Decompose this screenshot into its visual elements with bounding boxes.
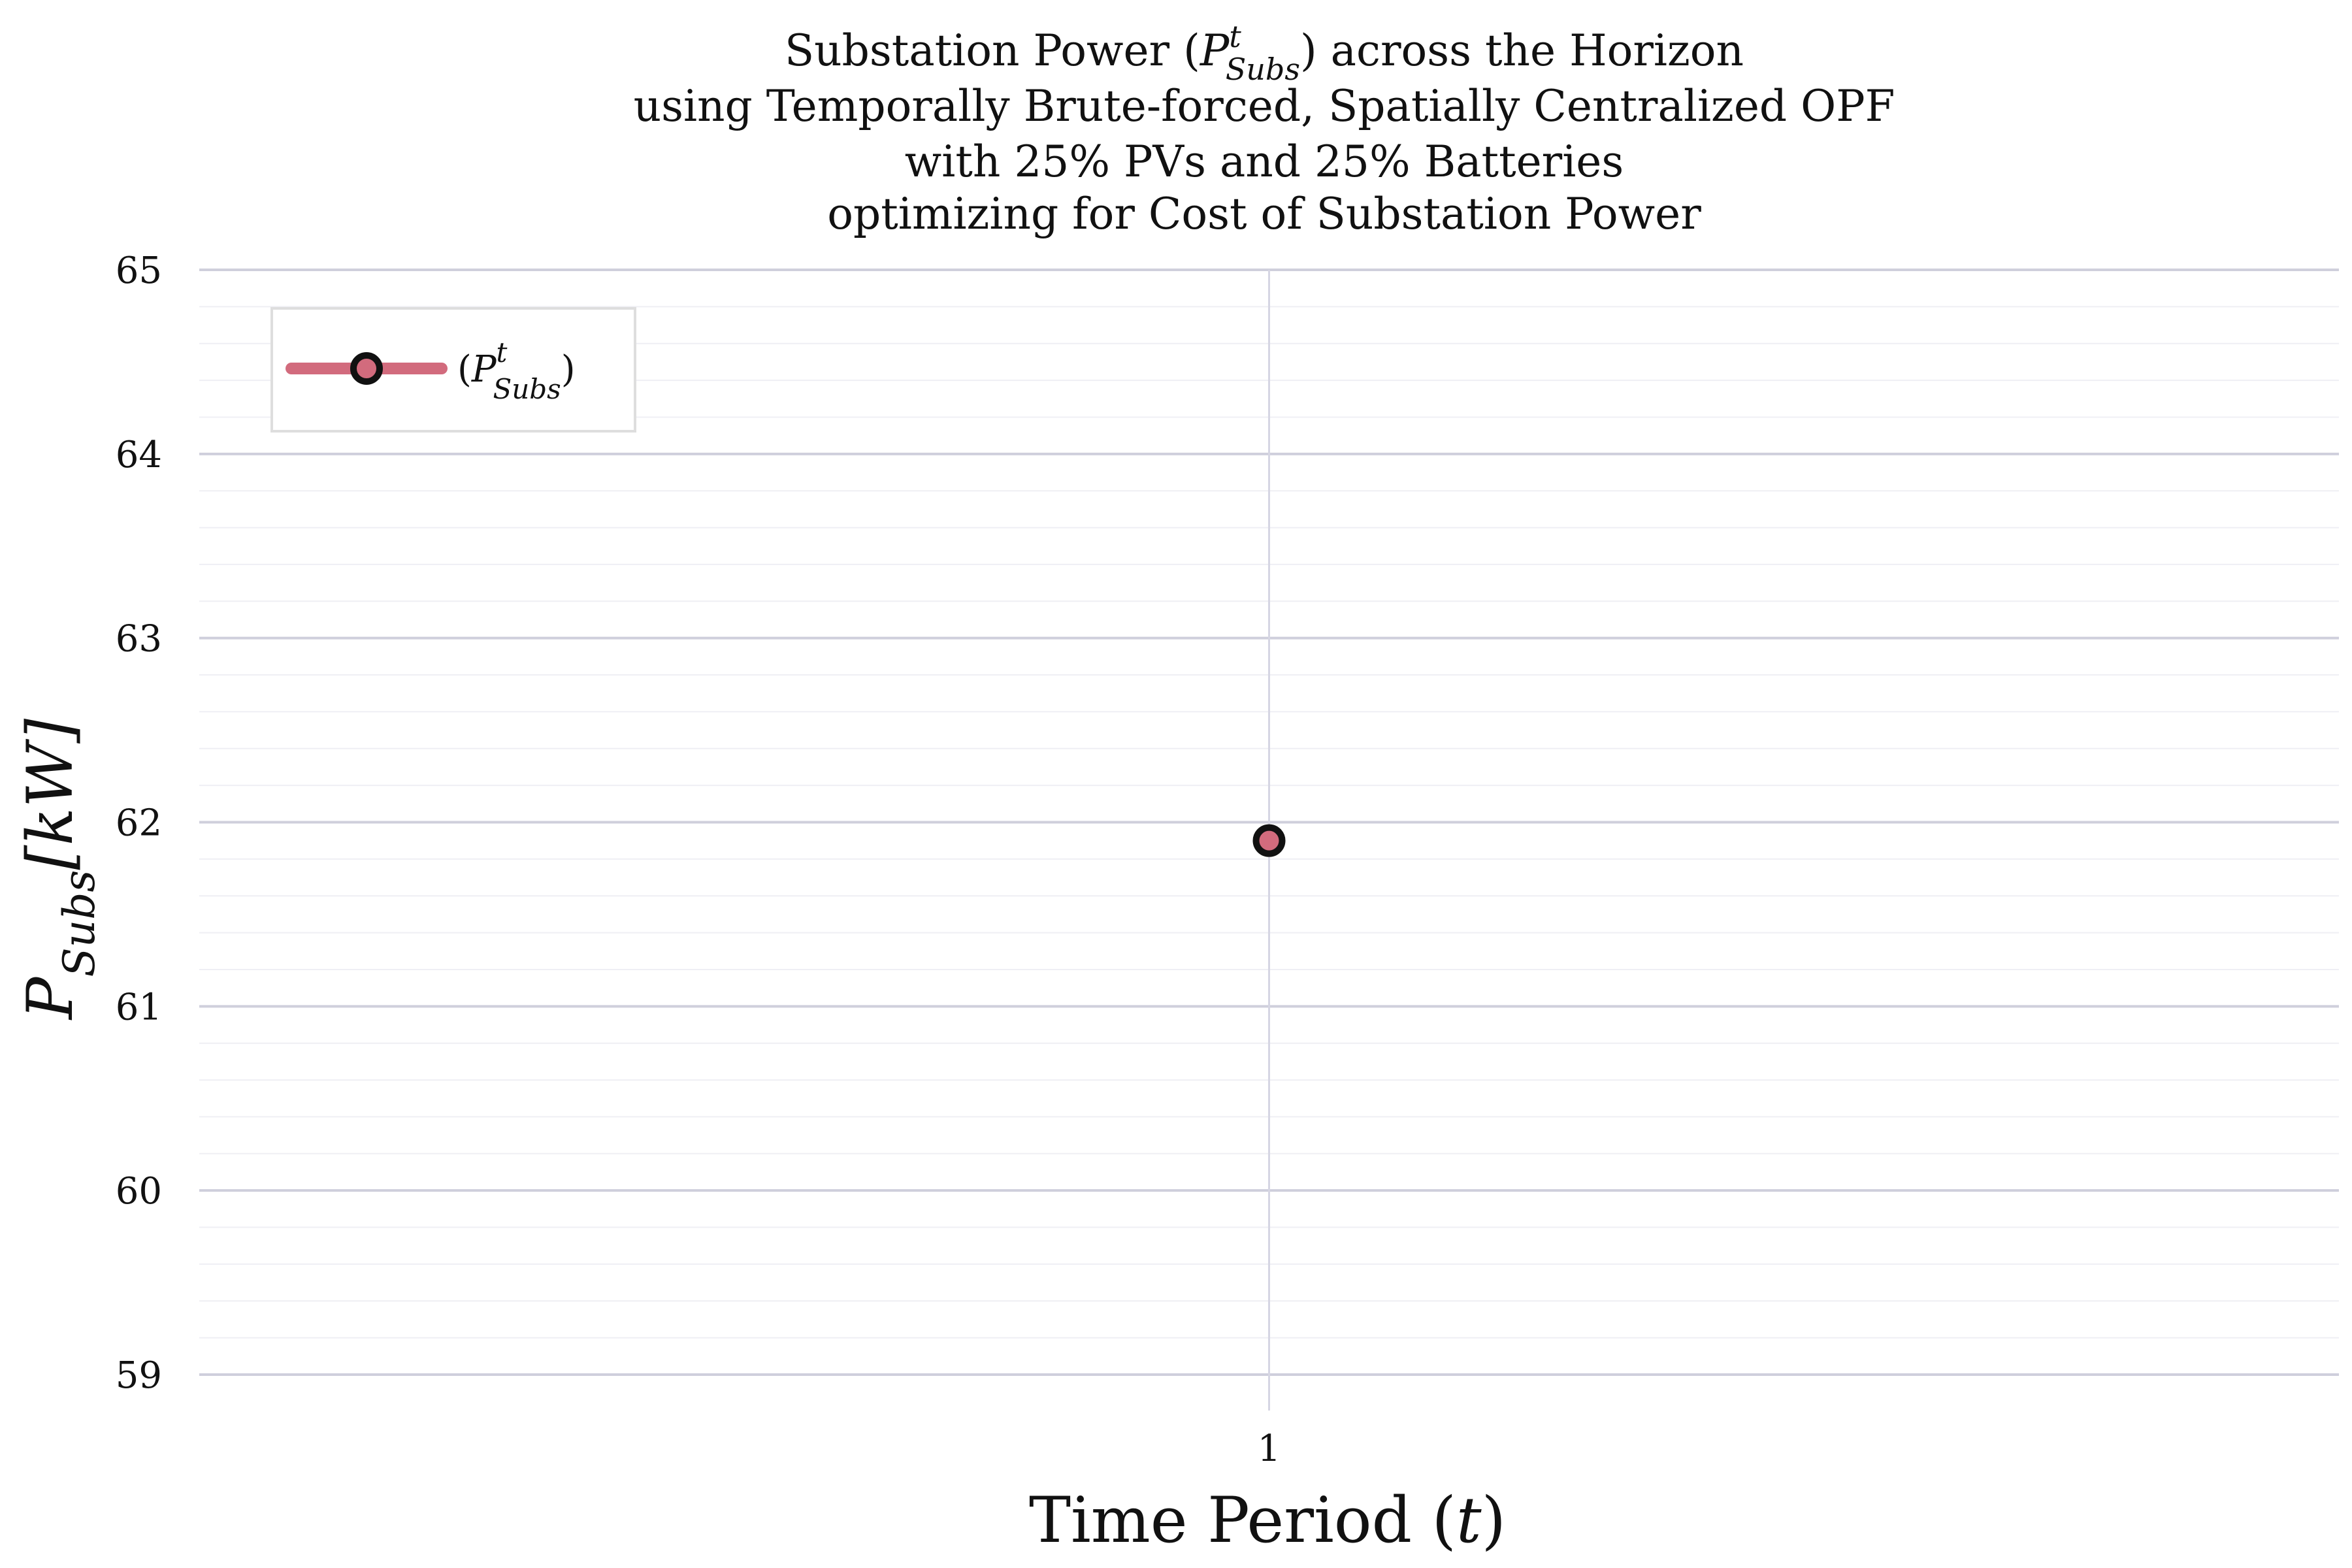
legend-label-symbol: P: [471, 348, 497, 391]
legend-marker-sample: [350, 352, 383, 385]
title-line-4: optimizing for Cost of Substation Power: [827, 189, 1701, 239]
axis-labels: Time Period (t) PSubs[kW]: [14, 718, 1506, 1557]
y-axis: 59 60 61 62 63 64 65: [116, 250, 162, 1397]
title-line-2: using Temporally Brute-forced, Spatially…: [634, 81, 1895, 131]
y-axis-label-subscript: Subs: [54, 870, 105, 977]
y-tick-label: 65: [116, 250, 162, 292]
y-axis-label: PSubs[kW]: [14, 718, 105, 1021]
chart-title: Substation Power (Pt Subs) across the Hor…: [634, 19, 1895, 239]
title-line-1-symbol: P: [1200, 25, 1230, 76]
legend-label: (Pt Subs): [457, 336, 576, 405]
title-line-1-superscript: t: [1229, 19, 1241, 54]
title-line-1-suffix: ) across the Horizon: [1300, 25, 1744, 76]
y-tick-label: 62: [116, 802, 162, 845]
y-tick-label: 64: [116, 434, 162, 476]
legend-label-suffix: ): [561, 348, 576, 391]
grid-lines: [199, 269, 2339, 1411]
x-tick-label: 1: [1258, 1428, 1281, 1470]
x-axis-label: Time Period (t): [1029, 1484, 1506, 1557]
legend-label-superscript: t: [497, 336, 508, 368]
y-tick-label: 63: [116, 618, 162, 661]
x-axis: 1: [1258, 1428, 1281, 1470]
x-axis-label-symbol: t: [1456, 1484, 1482, 1557]
title-line-3: with 25% PVs and 25% Batteries: [905, 137, 1624, 187]
y-axis-label-unit: [kW]: [14, 718, 87, 870]
legend-label-subscript: Subs: [493, 373, 561, 405]
legend: (Pt Subs): [270, 307, 636, 433]
y-tick-label: 59: [116, 1354, 162, 1397]
y-tick-label: 61: [116, 986, 162, 1028]
y-tick-label: 60: [116, 1170, 162, 1213]
legend-label-prefix: (: [457, 348, 472, 391]
title-line-1-prefix: Substation Power (: [785, 25, 1200, 76]
title-line-1: Substation Power (Pt Subs) across the Hor…: [785, 19, 1744, 87]
y-axis-label-symbol: P: [14, 976, 87, 1021]
data-point-marker: [1252, 824, 1286, 857]
plot-area: [1252, 824, 1286, 857]
x-axis-label-text: Time Period (: [1029, 1484, 1456, 1557]
x-axis-label-suffix: ): [1482, 1484, 1506, 1557]
title-line-1-subscript: Subs: [1226, 52, 1300, 87]
